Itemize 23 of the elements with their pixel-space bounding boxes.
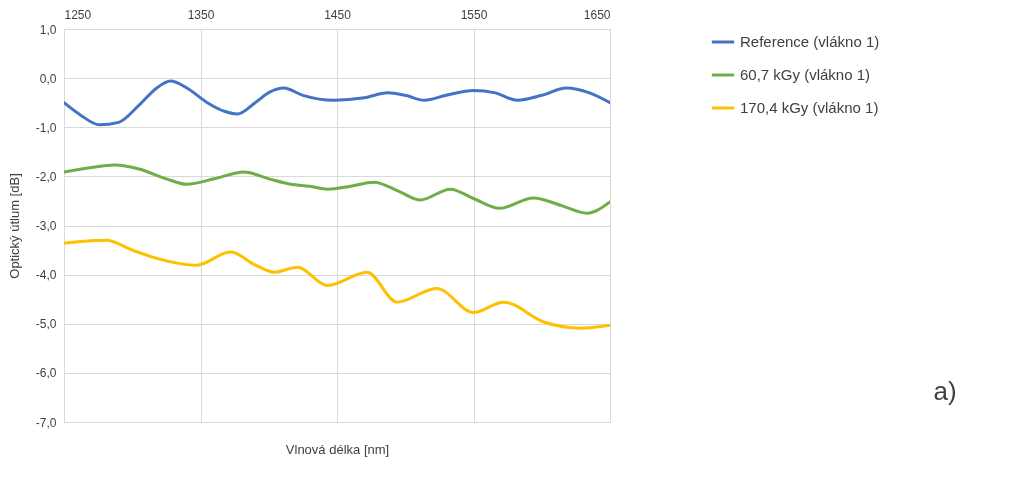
text: a) xyxy=(933,376,957,406)
y-tick-label: 1,0 xyxy=(39,22,57,37)
x-axis-title: Vlnová délka [nm] xyxy=(285,441,390,457)
legend-label: 170,4 kGy (vlákno 1) xyxy=(740,99,879,116)
y-tick-label: 0,0 xyxy=(39,71,57,86)
line-series xyxy=(64,163,610,215)
y-tick-label: -1,0 xyxy=(35,120,57,135)
x-tick-label: 1250 xyxy=(64,7,92,22)
line-series xyxy=(64,79,610,127)
x-tick-label: 1550 xyxy=(460,7,488,22)
y-tick-label: -3,0 xyxy=(35,219,57,233)
y-tick-label: -6,0 xyxy=(35,366,57,381)
legend-label: 60,7 kGy (vlákno 1) xyxy=(740,66,871,83)
y-tick-label: -5,0 xyxy=(35,317,57,332)
line-series xyxy=(64,238,610,330)
legend-label: Reference (vlákno 1) xyxy=(740,33,880,50)
y-axis-title: Optický útlum [dB] xyxy=(6,173,22,279)
x-tick-label: 1350 xyxy=(187,7,215,22)
x-tick-label: 1450 xyxy=(324,7,352,22)
y-tick-label: -7,0 xyxy=(35,415,57,430)
y-tick-label: -4,0 xyxy=(35,268,57,283)
y-tick-label: -2,0 xyxy=(35,169,57,184)
x-tick-label: 1650 xyxy=(583,7,611,22)
